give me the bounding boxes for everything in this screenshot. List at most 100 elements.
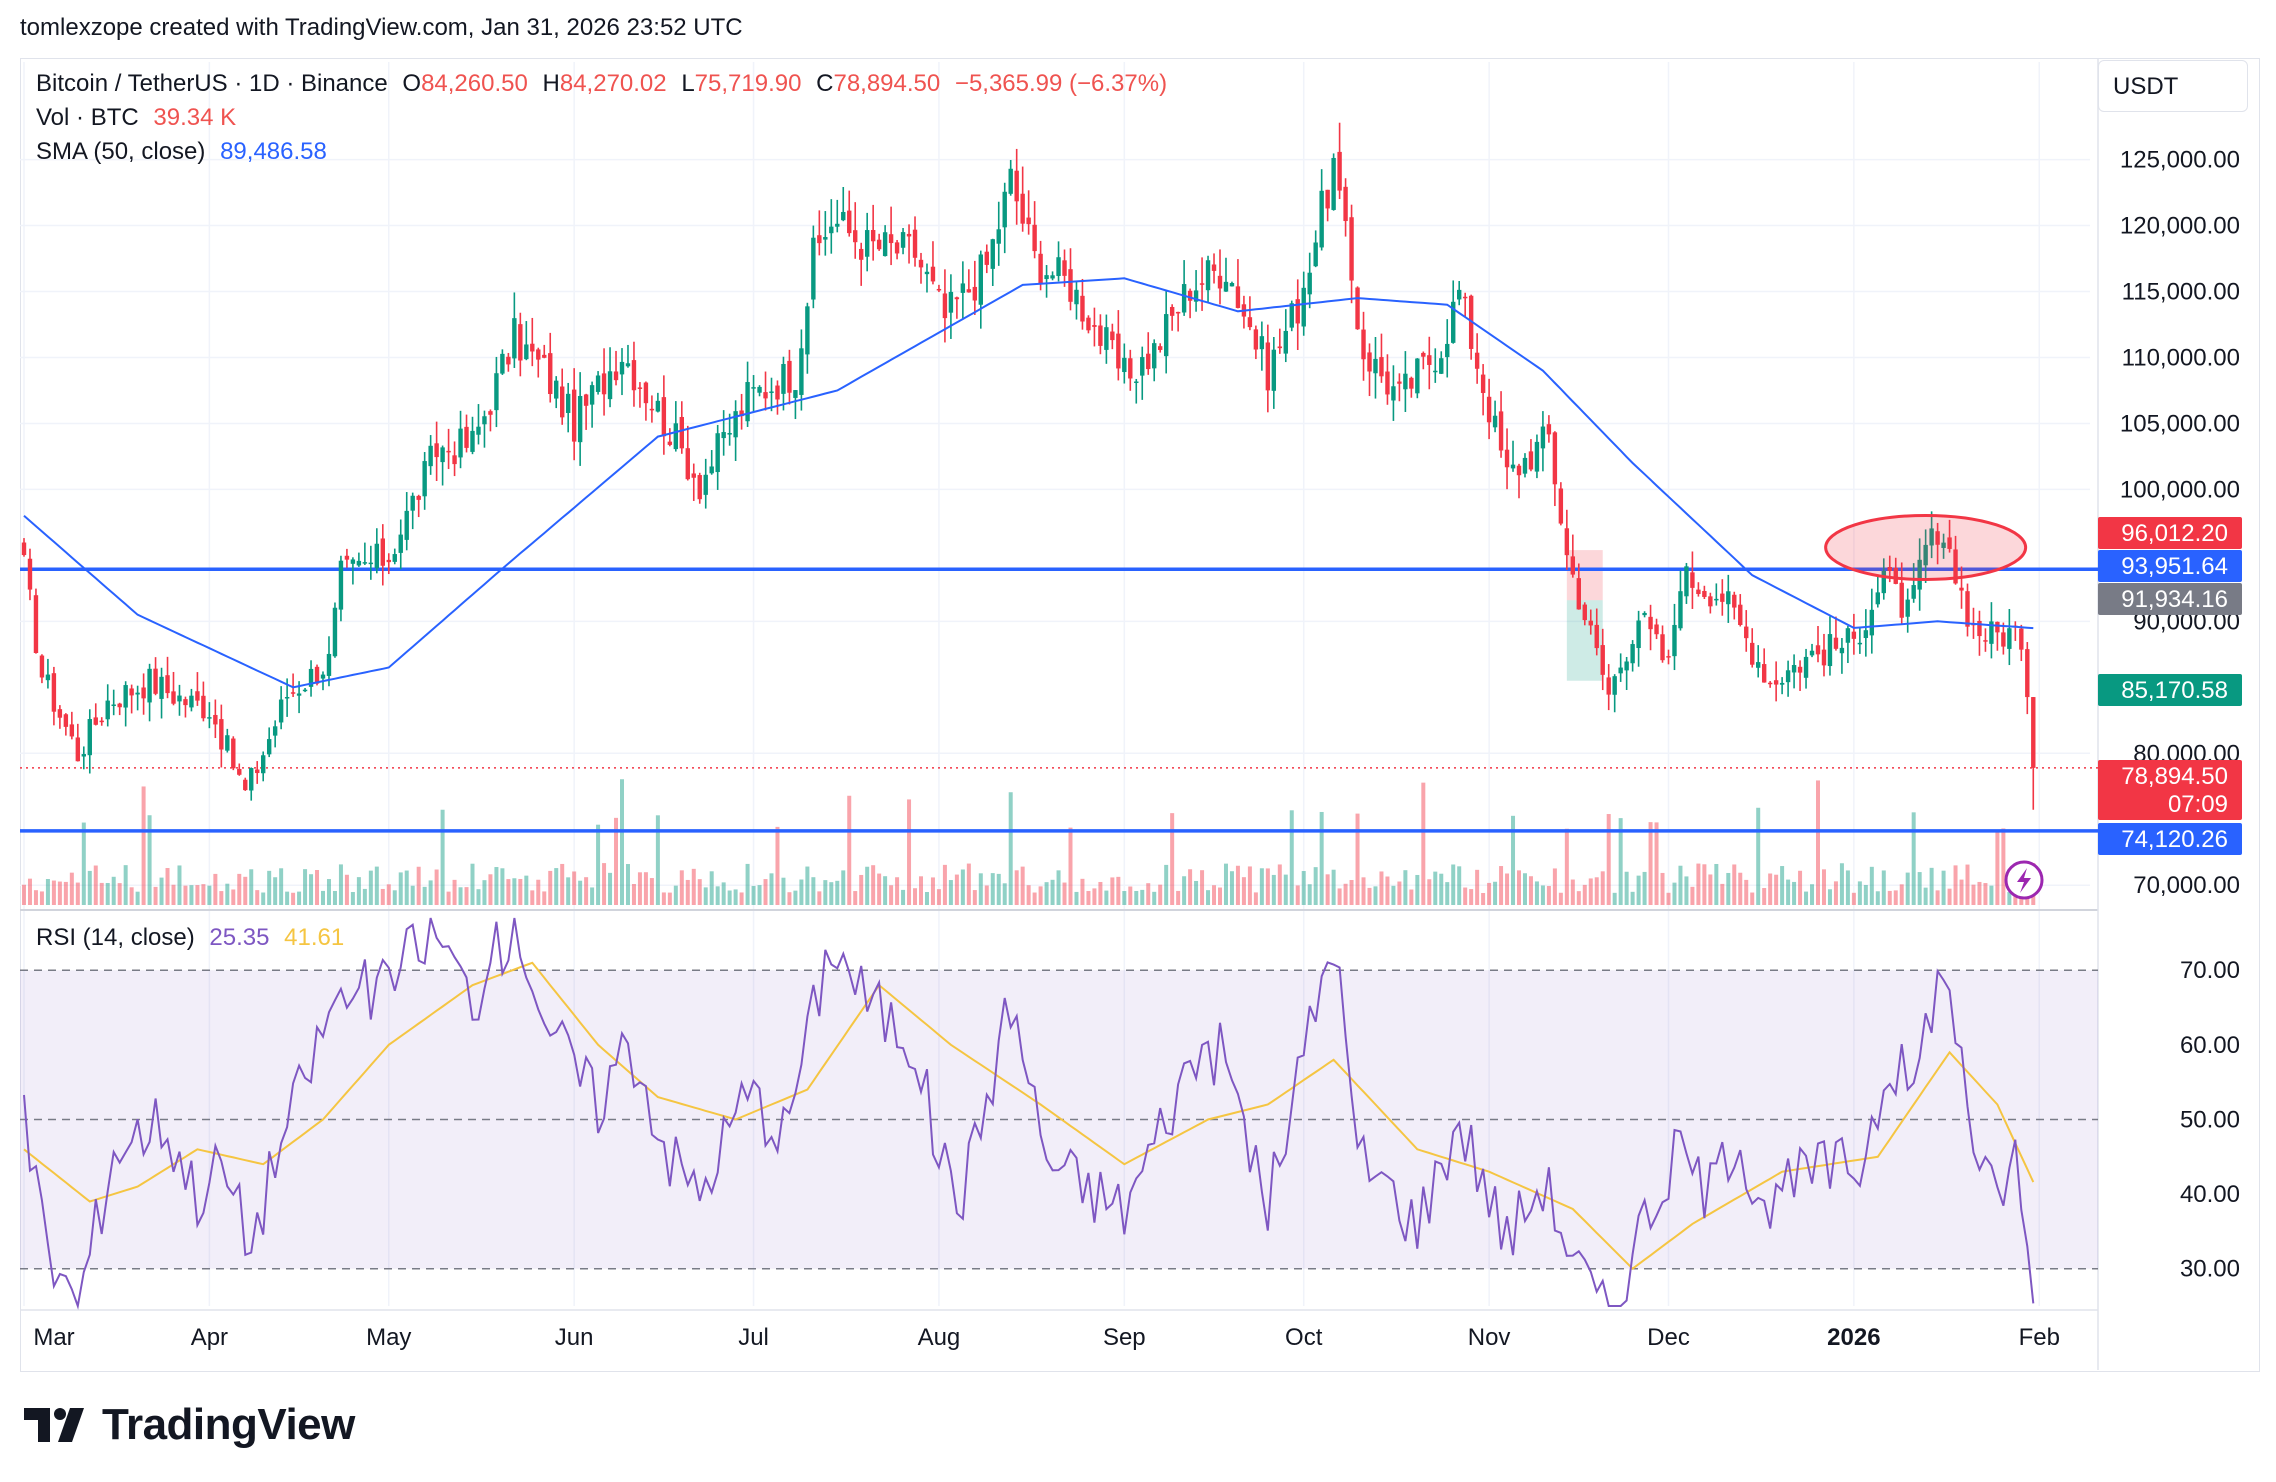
volume-bar bbox=[1445, 882, 1450, 905]
volume-bar bbox=[81, 822, 86, 905]
volume-bar bbox=[1086, 891, 1091, 905]
volume-bar bbox=[153, 886, 158, 905]
open-label: O bbox=[402, 70, 422, 97]
volume-bar bbox=[105, 882, 110, 905]
candle-body bbox=[446, 450, 451, 453]
candle-body bbox=[554, 380, 559, 399]
candle-body bbox=[1821, 649, 1827, 666]
candle-body bbox=[1857, 642, 1863, 645]
volume-bar bbox=[33, 890, 38, 905]
volume-bar bbox=[1899, 884, 1904, 905]
volume-bar bbox=[1349, 880, 1354, 905]
volume-bars bbox=[22, 779, 2036, 905]
candle-body bbox=[350, 559, 356, 564]
candle-body bbox=[1552, 432, 1558, 485]
volume-bar bbox=[1409, 889, 1414, 905]
volume-bar bbox=[1343, 883, 1348, 905]
candle-body bbox=[1462, 296, 1468, 299]
candle-body bbox=[266, 739, 272, 755]
rsi-lines bbox=[23, 917, 2035, 1310]
volume-bar bbox=[1714, 863, 1719, 905]
candle-body bbox=[542, 354, 547, 358]
candle-body bbox=[560, 386, 565, 418]
candle-body bbox=[1110, 331, 1115, 341]
candle-body bbox=[667, 441, 673, 445]
volume-bar bbox=[1487, 882, 1492, 905]
lightning-icon bbox=[2017, 868, 2031, 893]
volume-bar bbox=[1534, 881, 1539, 905]
currency-unit-button[interactable]: USDT bbox=[2098, 60, 2248, 112]
volume-bar bbox=[195, 885, 200, 905]
candle-body bbox=[308, 668, 314, 687]
volume-bar bbox=[643, 872, 648, 905]
volume-bar bbox=[380, 888, 385, 905]
sma-legend[interactable]: SMA (50, close) 89,486.58 bbox=[36, 138, 335, 166]
candle-body bbox=[1056, 257, 1061, 277]
volume-bar bbox=[715, 886, 720, 905]
candle-body bbox=[380, 538, 385, 566]
volume-bar bbox=[1403, 870, 1408, 905]
tradingview-logo[interactable]: TradingView bbox=[24, 1400, 355, 1450]
volume-bar bbox=[1726, 872, 1731, 905]
volume-bar bbox=[51, 880, 56, 905]
volume-bar bbox=[476, 889, 481, 905]
candle-body bbox=[1163, 314, 1169, 357]
volume-bar bbox=[1654, 822, 1659, 905]
volume-bar bbox=[1839, 863, 1844, 905]
candlestick-chart[interactable]: 125,000.00 120,000.00 115,000.00 110,000.00… bbox=[0, 0, 2276, 1370]
candle-body bbox=[201, 695, 206, 719]
volume-bar bbox=[1786, 879, 1791, 905]
rsi-tick-label: 30.00 bbox=[2180, 1256, 2240, 1283]
rsi-legend[interactable]: RSI (14, close) 25.35 41.61 bbox=[36, 924, 352, 952]
volume-bar bbox=[1463, 887, 1468, 905]
low-value: 75,719.90 bbox=[694, 70, 802, 97]
candle-body bbox=[930, 266, 936, 282]
close-label: C bbox=[816, 70, 834, 97]
candle-body bbox=[882, 232, 888, 257]
price-tag-label: 96,012.20 bbox=[2121, 520, 2228, 547]
volume-bar bbox=[1702, 864, 1707, 905]
volume-bar bbox=[1833, 881, 1838, 905]
volume-bar bbox=[39, 891, 44, 905]
volume-legend[interactable]: Vol · BTC 39.34 K bbox=[36, 104, 244, 132]
price-tick-label: 110,000.00 bbox=[2122, 344, 2240, 371]
candle-body bbox=[117, 703, 122, 708]
candle-body bbox=[589, 385, 595, 405]
volume-bar bbox=[530, 890, 535, 905]
candle-body bbox=[1965, 591, 1970, 627]
candle-body bbox=[1008, 168, 1013, 194]
volume-bar bbox=[332, 890, 337, 905]
candle-body bbox=[2007, 628, 2012, 649]
volume-bar bbox=[356, 877, 361, 905]
volume-bar bbox=[2001, 828, 2006, 905]
volume-bar bbox=[1200, 870, 1205, 905]
volume-bar bbox=[1158, 884, 1163, 905]
tradingview-logo-icon bbox=[24, 1408, 84, 1442]
volume-bar bbox=[1624, 871, 1629, 905]
candle-body bbox=[1020, 193, 1025, 224]
volume-bar bbox=[590, 887, 595, 905]
volume-bar bbox=[1044, 882, 1049, 905]
candle-body bbox=[530, 343, 535, 352]
candle-body bbox=[63, 714, 69, 727]
volume-bar bbox=[231, 889, 236, 905]
candle-body bbox=[1002, 191, 1007, 228]
high-value: 84,270.02 bbox=[559, 70, 667, 97]
volume-bar bbox=[1241, 877, 1246, 905]
time-tick-label: Sep bbox=[1103, 1324, 1146, 1351]
candle-body bbox=[1929, 528, 1934, 546]
candle-body bbox=[500, 353, 505, 374]
candle-body bbox=[344, 555, 350, 560]
candle-body bbox=[2025, 649, 2030, 698]
candle-body bbox=[601, 373, 607, 395]
volume-bar bbox=[913, 888, 918, 905]
time-tick-label: Feb bbox=[2019, 1324, 2060, 1351]
symbol-legend[interactable]: Bitcoin / TetherUS · 1D · Binance O84,26… bbox=[36, 70, 1175, 98]
candle-body bbox=[1480, 374, 1486, 394]
volume-bar bbox=[936, 889, 941, 905]
candle-body bbox=[482, 416, 487, 425]
rsi-label: RSI (14, close) bbox=[36, 924, 195, 951]
candle-body bbox=[1875, 592, 1880, 605]
candle-body bbox=[847, 210, 852, 234]
candle-body bbox=[1863, 630, 1869, 639]
